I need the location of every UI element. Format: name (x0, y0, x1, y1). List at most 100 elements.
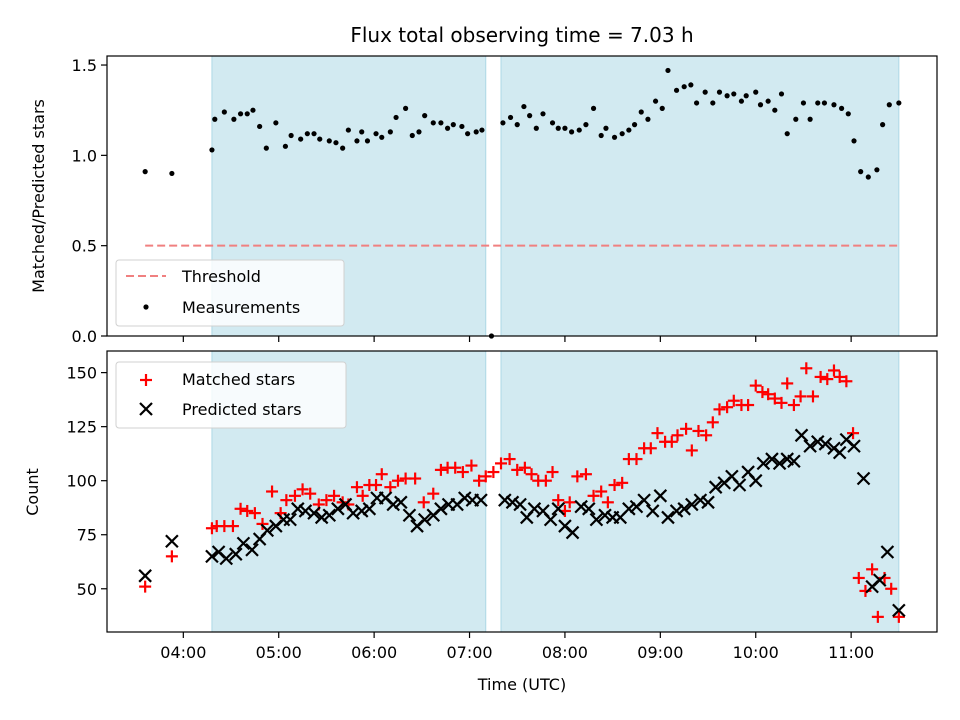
measurement-point (422, 113, 427, 118)
measurement-point (346, 127, 351, 132)
count-y-tick-label: 150 (66, 364, 97, 383)
measurement-point (298, 136, 303, 141)
measurement-point (674, 88, 679, 93)
measurement-point (753, 90, 758, 95)
measurement-point (632, 122, 637, 127)
measurement-point (808, 117, 813, 122)
measurement-point (710, 100, 715, 105)
measurement-point (822, 100, 827, 105)
measurement-point (540, 111, 545, 116)
count-y-tick-label: 75 (77, 526, 97, 545)
measurement-point (603, 126, 608, 131)
measurement-point (725, 93, 730, 98)
measurement-point (660, 106, 665, 111)
measurement-point (779, 91, 784, 96)
measurement-point (264, 146, 269, 151)
measurement-point (238, 111, 243, 116)
measurement-point (556, 126, 561, 131)
predicted-star-point (139, 570, 151, 582)
time-x-tick-label: 04:00 (160, 643, 206, 662)
time-x-tick-label: 05:00 (256, 643, 302, 662)
measurement-point (815, 100, 820, 105)
measurement-point (688, 82, 693, 87)
measurement-point (231, 117, 236, 122)
count-y-tick-label: 125 (66, 418, 97, 437)
measurement-point (772, 108, 777, 113)
measurement-point (354, 138, 359, 143)
measurement-point (717, 90, 722, 95)
measurement-point (896, 100, 901, 105)
measurement-point (465, 131, 470, 136)
ratio-y-tick-label: 0.0 (72, 327, 97, 346)
ratio-y-axis-label: Matched/Predicted stars (29, 99, 48, 293)
measurement-point (333, 140, 338, 145)
measurement-point (459, 124, 464, 129)
observing-interval-shade (501, 351, 899, 632)
measurement-point (569, 129, 574, 134)
measurement-point (305, 131, 310, 136)
time-x-axis-label: Time (UTC) (477, 675, 566, 694)
measurement-point (527, 113, 532, 118)
time-x-tick-label: 07:00 (446, 643, 492, 662)
time-x-tick-label: 11:00 (828, 643, 874, 662)
measurement-point (500, 120, 505, 125)
measurement-point (731, 91, 736, 96)
measurement-point (273, 120, 278, 125)
measurement-point (451, 122, 456, 127)
time-x-tick-label: 09:00 (637, 643, 683, 662)
measurement-point (222, 109, 227, 114)
measurement-point (846, 111, 851, 116)
predicted-legend-label: Predicted stars (182, 400, 302, 419)
count-panel: 50 75 100 125 150 04:00 05:00 06:00 07:00 08:00 0… (23, 351, 937, 694)
measurement-point (245, 111, 250, 116)
threshold-legend-label: Threshold (181, 267, 261, 286)
matched-star-point (139, 581, 151, 593)
ratio-legend: Threshold Measurements (116, 260, 344, 326)
measurement-point (766, 99, 771, 104)
ratio-y-tick-label: 1.0 (72, 146, 97, 165)
measurement-point (866, 174, 871, 179)
measurement-point (682, 84, 687, 89)
measurement-point (626, 127, 631, 132)
measurements-legend-swatch (143, 304, 148, 309)
time-x-tick-label: 10:00 (733, 643, 779, 662)
measurement-point (250, 108, 255, 113)
measurement-point (591, 106, 596, 111)
measurement-point (283, 144, 288, 149)
measurement-point (257, 124, 262, 129)
measurement-point (831, 102, 836, 107)
measurement-point (703, 90, 708, 95)
measurement-point (169, 171, 174, 176)
measurement-point (388, 129, 393, 134)
measurement-point (289, 133, 294, 138)
measurement-point (515, 122, 520, 127)
measurement-point (583, 122, 588, 127)
measurement-point (758, 102, 763, 107)
figure: Flux total observing time = 7.03 h 0.00.… (0, 0, 960, 720)
ratio-y-tick-label: 1.5 (72, 56, 97, 75)
measurement-point (599, 133, 604, 138)
count-legend: Matched stars Predicted stars (116, 362, 346, 428)
measurement-point (212, 117, 217, 122)
measurement-point (327, 138, 332, 143)
ratio-panel: 0.00.51.01.5 Matched/Predicted stars Thr… (29, 56, 937, 346)
measurement-point (474, 129, 479, 134)
measurement-point (612, 135, 617, 140)
measurement-point (851, 138, 856, 143)
measurement-point (577, 127, 582, 132)
measurement-point (562, 126, 567, 131)
measurement-point (694, 100, 699, 105)
measurement-point (379, 135, 384, 140)
measurement-point (550, 120, 555, 125)
measurement-point (874, 167, 879, 172)
chart-title: Flux total observing time = 7.03 h (350, 23, 693, 47)
measurement-point (359, 129, 364, 134)
measurement-point (393, 115, 398, 120)
count-y-tick-label: 50 (77, 580, 97, 599)
measurement-point (508, 115, 513, 120)
measurement-point (438, 120, 443, 125)
measurement-point (653, 99, 658, 104)
measurement-point (431, 120, 436, 125)
measurement-point (839, 106, 844, 111)
count-y-tick-label: 100 (66, 472, 97, 491)
